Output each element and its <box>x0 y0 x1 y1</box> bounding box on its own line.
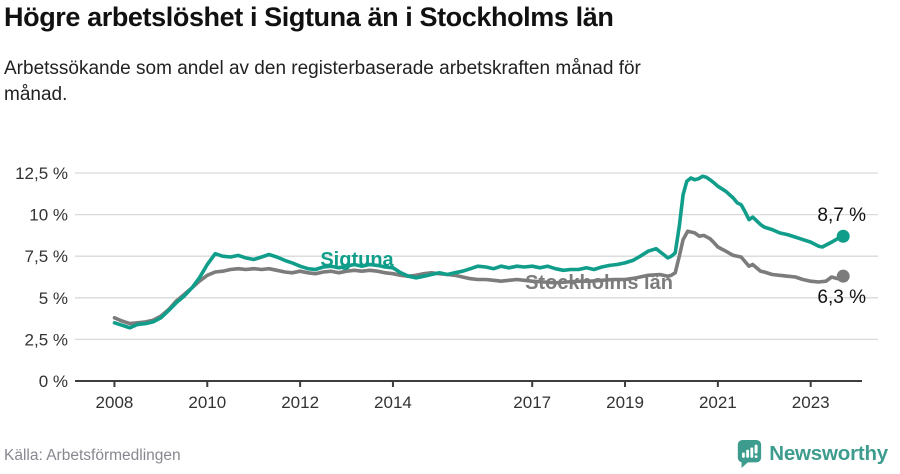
series-end-value-sigtuna: 8,7 % <box>817 205 866 226</box>
brand-name: Newsworthy <box>769 442 888 465</box>
x-tick-label: 2023 <box>792 393 830 412</box>
y-axis-label: 2,5 % <box>25 330 68 349</box>
series-label-sigtuna: Sigtuna <box>320 249 394 271</box>
y-axis-label: 7,5 % <box>25 247 68 266</box>
line-chart: 0 % 2,5 % 5 % 7,5 % 10 % 12,5 % 2008 2010 2012 20… <box>15 164 878 412</box>
x-tick-label: 2008 <box>96 393 134 412</box>
page-title: Högre arbetslöshet i Sigtuna än i Stockh… <box>4 2 614 32</box>
newsworthy-logo-icon <box>738 440 762 468</box>
x-tick-label: 2019 <box>606 393 644 412</box>
page-subtitle: Arbetssökande som andel av den registerb… <box>4 58 641 106</box>
x-tick-label: 2021 <box>699 393 737 412</box>
series-end-dot-stockholms-lan <box>836 269 850 283</box>
x-tick-label: 2017 <box>513 393 551 412</box>
y-axis-label: 12,5 % <box>15 164 68 183</box>
source-note: Källa: Arbetsförmedlingen <box>4 447 181 464</box>
y-axis-label: 10 % <box>29 206 68 225</box>
series-end-dot-sigtuna <box>836 229 850 243</box>
y-axis-label: 5 % <box>39 289 68 308</box>
series-label-stockholms-lan: Stockholms län <box>525 272 673 294</box>
newsworthy-logo: Newsworthy <box>735 438 888 470</box>
series-line-stockholms-lan <box>112 229 845 326</box>
series-end-value-stockholms-lan: 6,3 % <box>817 287 866 308</box>
x-tick-label: 2010 <box>188 393 226 412</box>
x-tick-label: 2012 <box>281 393 319 412</box>
y-axis-label: 0 % <box>39 372 68 391</box>
series-line-sigtuna <box>112 174 845 330</box>
x-tick-label: 2014 <box>374 393 412 412</box>
